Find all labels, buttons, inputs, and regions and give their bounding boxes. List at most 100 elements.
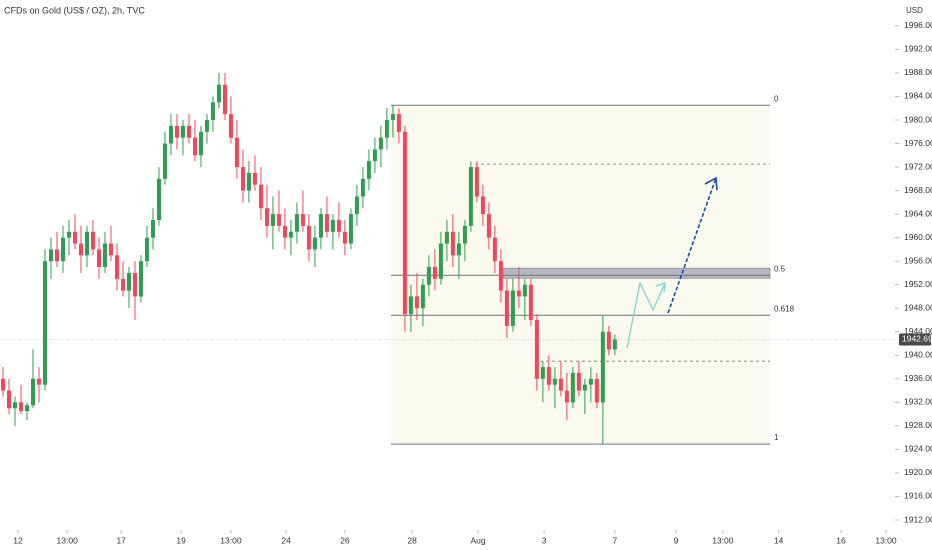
x-tick-label: 26 xyxy=(340,535,350,545)
y-tick-label: 1932.00 xyxy=(904,397,932,407)
x-tick-label: 13:00 xyxy=(220,535,242,545)
candle-body xyxy=(198,131,203,156)
candle-body xyxy=(216,84,221,103)
candle-body xyxy=(312,237,317,250)
y-tick-label: 1928.00 xyxy=(904,420,932,430)
candle-body xyxy=(18,402,23,412)
candle-body xyxy=(204,120,209,132)
y-tick-label: 1948.00 xyxy=(904,302,932,312)
candle-body xyxy=(444,231,449,244)
fib-label: 0.618 xyxy=(774,304,795,313)
candle-body xyxy=(240,167,245,191)
resistance-zone xyxy=(502,267,771,279)
candle-body xyxy=(354,196,359,215)
candle-body xyxy=(174,125,179,138)
x-tick-label: 13:00 xyxy=(875,535,897,545)
candle-body xyxy=(246,172,251,191)
y-tick-label: 1944.00 xyxy=(904,326,932,336)
y-tick-label: 1980.00 xyxy=(904,114,932,124)
candle-body xyxy=(318,214,323,238)
candle-body xyxy=(492,237,497,262)
x-tick-label: 16 xyxy=(836,535,846,545)
last-price-label: 1942.69 xyxy=(902,334,932,344)
candle-body xyxy=(126,272,131,291)
candle-body xyxy=(102,243,107,268)
x-tick-label: 13:00 xyxy=(712,535,734,545)
candle-body xyxy=(0,378,5,391)
candle-body xyxy=(84,231,89,256)
candle-body xyxy=(60,237,65,262)
chart-title: CFDs on Gold (US$ / OZ), 2h, TVC xyxy=(4,5,145,15)
candle-body xyxy=(30,378,35,406)
candle-body xyxy=(90,231,95,250)
y-tick-label: 1952.00 xyxy=(904,279,932,289)
candle-body xyxy=(132,272,137,297)
candle-body xyxy=(96,249,101,268)
candle-body xyxy=(324,214,329,232)
candle-body xyxy=(186,125,191,138)
candle-body xyxy=(366,161,371,179)
candle-body xyxy=(156,178,161,220)
x-tick-label: 19 xyxy=(176,535,186,545)
candle-body xyxy=(282,225,287,238)
candle-body xyxy=(480,196,485,215)
y-tick-label: 1956.00 xyxy=(904,255,932,265)
candle-body xyxy=(408,296,413,315)
candle-body xyxy=(6,390,11,409)
candle-body xyxy=(462,225,467,244)
y-tick-label: 1920.00 xyxy=(904,467,932,477)
target-arrowhead xyxy=(704,176,718,191)
candle-body xyxy=(144,237,149,262)
candle-body xyxy=(516,290,521,297)
candle-body xyxy=(36,378,41,385)
candle-body xyxy=(288,231,293,238)
candle-body xyxy=(138,261,143,297)
candle-body xyxy=(330,220,335,232)
candle-body xyxy=(414,296,419,309)
candle-body xyxy=(588,378,593,385)
candle-body xyxy=(12,402,17,409)
fib-label: 0.5 xyxy=(774,264,786,273)
candle-body xyxy=(402,131,407,315)
candle-body xyxy=(468,167,473,226)
candle-body xyxy=(108,243,113,256)
candle-body xyxy=(360,178,365,197)
candle-body xyxy=(378,137,383,150)
candle-body xyxy=(384,120,389,138)
candle-body xyxy=(168,125,173,144)
candle-body xyxy=(426,267,431,285)
candle-body xyxy=(336,220,341,232)
x-tick-label: 9 xyxy=(674,535,679,545)
candle-body xyxy=(120,278,125,291)
last-price-tag xyxy=(899,333,931,346)
candle-body xyxy=(54,249,59,262)
y-tick-label: 1924.00 xyxy=(904,444,932,454)
candle-body xyxy=(114,255,119,279)
y-tick-label: 1996.00 xyxy=(904,20,932,30)
candle-body xyxy=(576,372,581,391)
y-tick-label: 1972.00 xyxy=(904,161,932,171)
candle-body xyxy=(162,143,167,179)
candle-body xyxy=(234,137,239,168)
candle-body xyxy=(546,367,551,385)
candle-body xyxy=(270,214,275,226)
candle-body xyxy=(510,290,515,326)
x-tick-label: Aug xyxy=(471,535,486,545)
candle-body xyxy=(570,372,575,403)
x-tick-label: 28 xyxy=(407,535,417,545)
x-tick-label: 17 xyxy=(116,535,126,545)
candle-body xyxy=(210,102,215,120)
candle-body xyxy=(528,284,533,320)
x-tick-label: 13:00 xyxy=(57,535,79,545)
candle-body xyxy=(258,184,263,209)
candle-body xyxy=(474,167,479,197)
y-tick-label: 1992.00 xyxy=(904,44,932,54)
candle-body xyxy=(390,114,395,120)
candle-body xyxy=(522,284,527,297)
candle-body xyxy=(72,231,77,244)
candle-body xyxy=(348,214,353,244)
fib-label: 0 xyxy=(774,94,779,103)
x-tick-label: 7 xyxy=(612,535,617,545)
candle-body xyxy=(180,125,185,138)
